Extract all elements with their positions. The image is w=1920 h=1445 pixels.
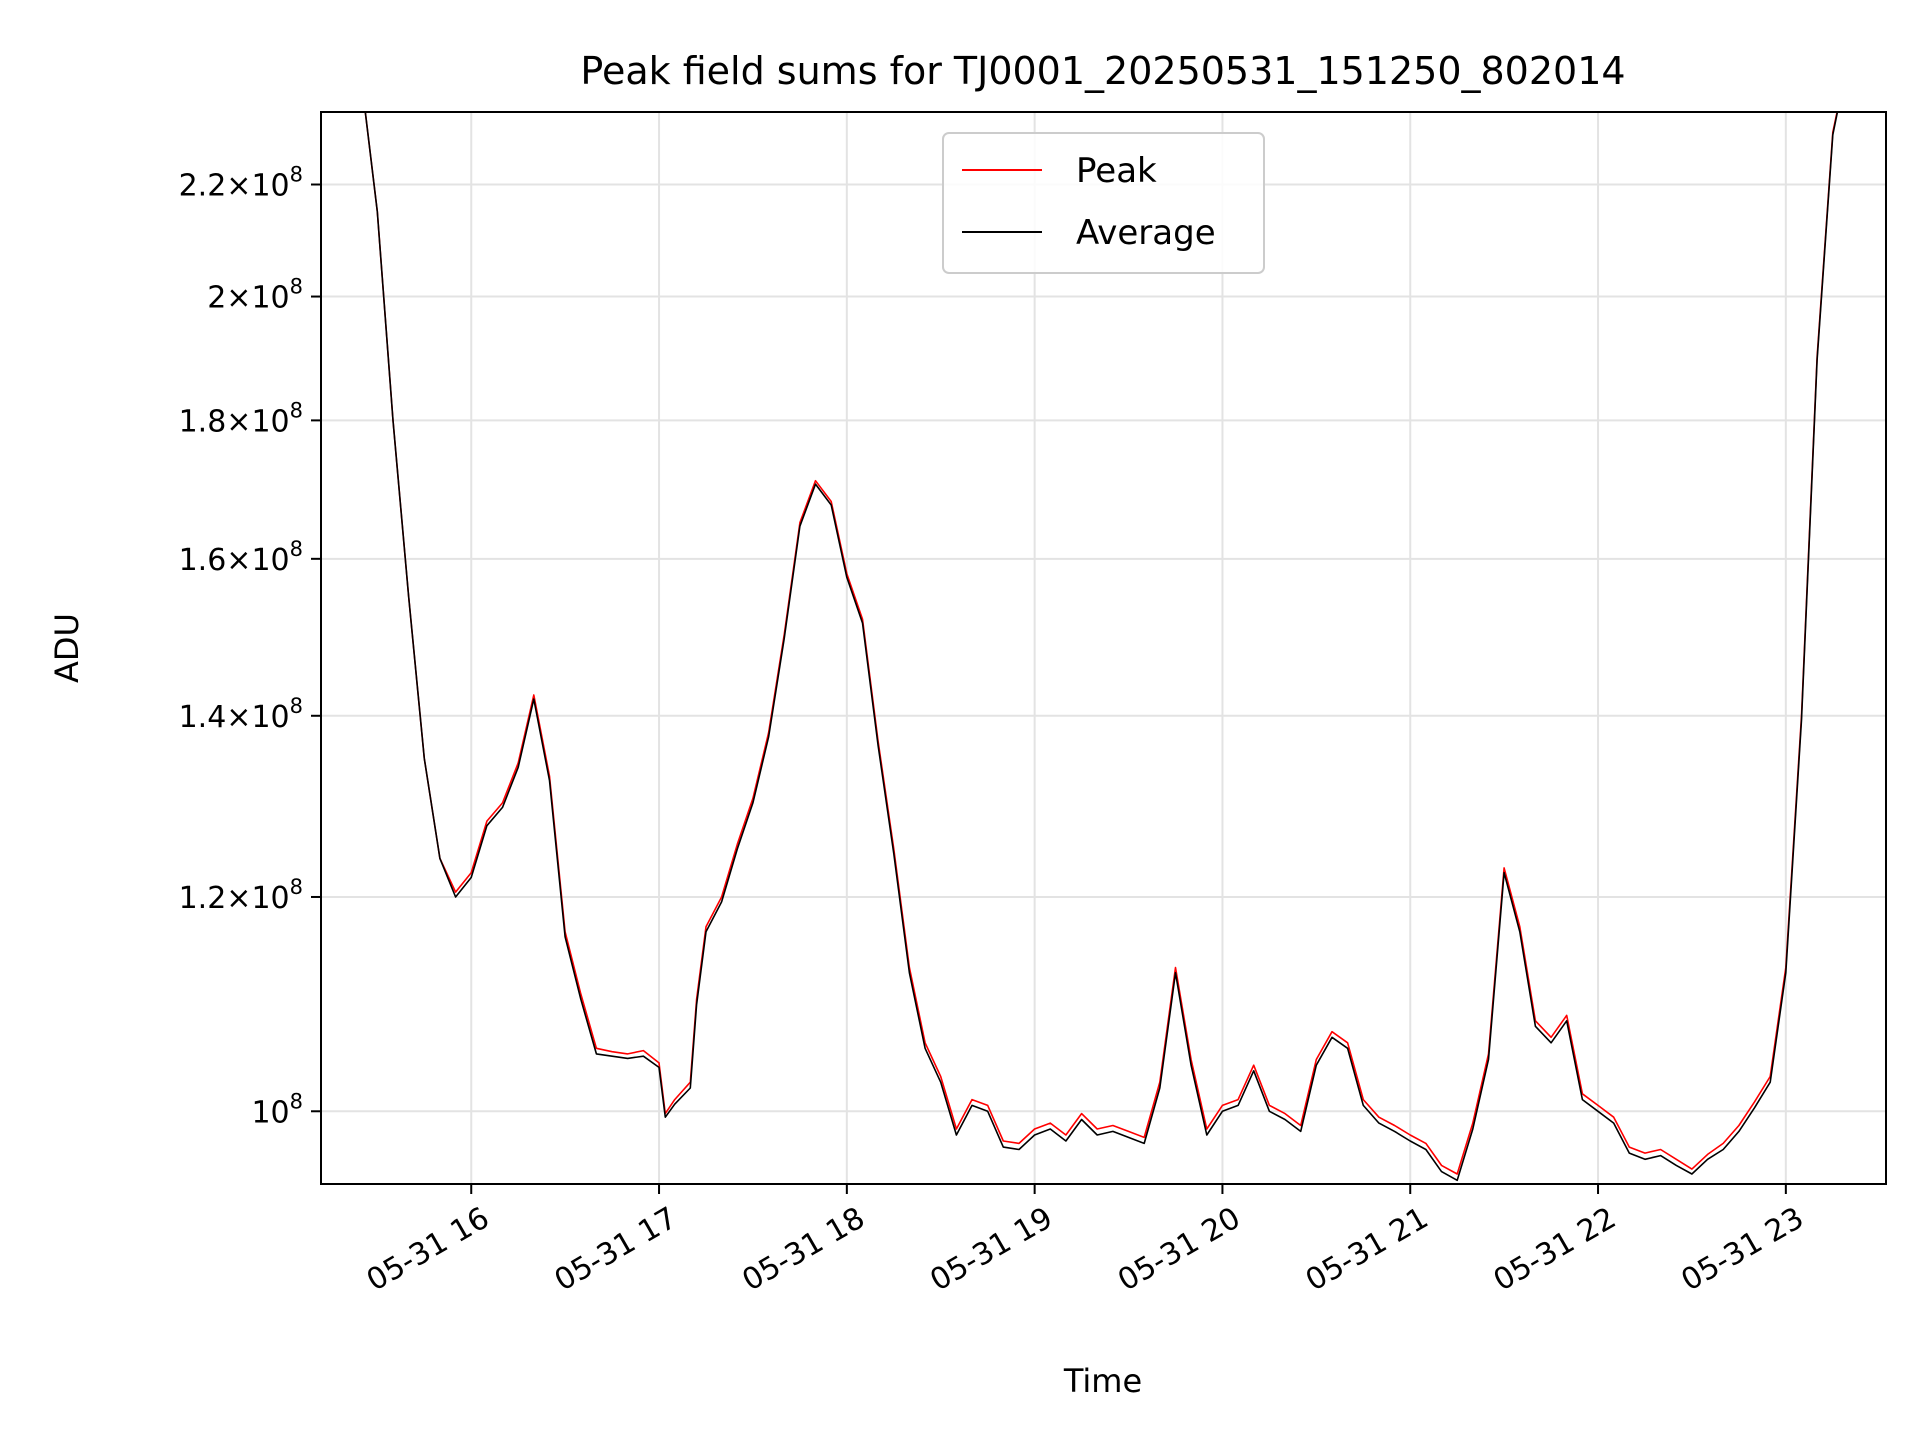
series-line-peak (364, 112, 1838, 1175)
legend-box (942, 132, 1265, 274)
y-tick-label: 2×108 (207, 275, 303, 316)
series-layer (364, 112, 1839, 1182)
y-tick-label: 1.4×108 (179, 694, 303, 735)
plot-frame (320, 111, 1887, 1185)
legend-label-peak: Peak (1076, 151, 1157, 191)
y-axis-label: ADU (48, 613, 86, 683)
legend-label-average: Average (1076, 213, 1216, 253)
y-tick-label: 108 (251, 1089, 303, 1130)
chart-title: Peak field sums for TJ0001_20250531_1512… (580, 49, 1625, 93)
y-axis-ticks: 108 1.2×108 1.4×108 1.6×108 1.8×108 2×108 2.2×… (179, 163, 321, 1130)
y-tick-label: 1.2×108 (179, 875, 303, 916)
series-line-average (364, 112, 1839, 1182)
legend: Peak Average (942, 132, 1265, 274)
x-axis-label: Time (1063, 1362, 1142, 1400)
y-tick-label: 2.2×108 (179, 163, 303, 204)
y-tick-label: 1.8×108 (179, 398, 303, 439)
y-tick-label: 1.6×108 (179, 537, 303, 578)
